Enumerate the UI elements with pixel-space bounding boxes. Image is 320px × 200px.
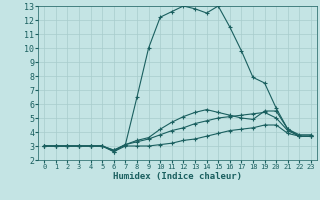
X-axis label: Humidex (Indice chaleur): Humidex (Indice chaleur)	[113, 172, 242, 181]
